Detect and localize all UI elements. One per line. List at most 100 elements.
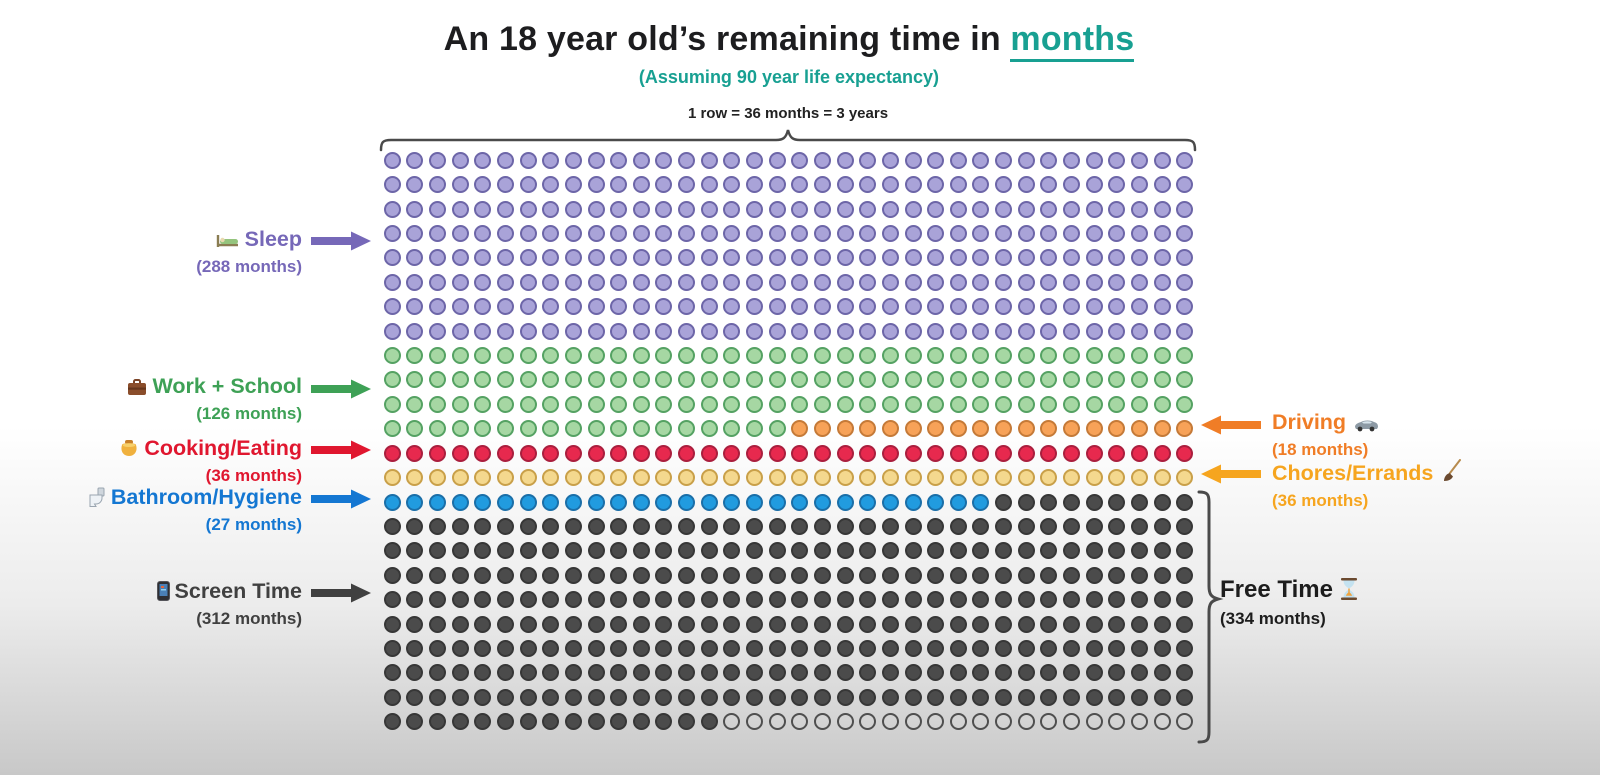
month-dot [678, 664, 696, 682]
month-dot [406, 566, 424, 584]
month-dot [655, 542, 673, 560]
month-dot [1062, 713, 1080, 731]
month-dot [1153, 371, 1171, 389]
month-dot [519, 493, 537, 511]
month-dot [1108, 517, 1126, 535]
month-dot [813, 347, 831, 365]
month-dot [881, 371, 899, 389]
month-dot [1017, 688, 1035, 706]
month-dot [723, 176, 741, 194]
month-dot [859, 395, 877, 413]
month-dot [813, 151, 831, 169]
month-dot [542, 688, 560, 706]
month-dot [1062, 591, 1080, 609]
month-dot [859, 713, 877, 731]
month-dot [1040, 273, 1058, 291]
month-dot [1176, 151, 1194, 169]
month-dot [746, 664, 764, 682]
month-dot [632, 395, 650, 413]
month-dot [723, 151, 741, 169]
month-dot [1085, 249, 1103, 267]
month-dot [542, 176, 560, 194]
hourglass-icon [1340, 578, 1358, 607]
month-dot [995, 713, 1013, 731]
month-dot [406, 469, 424, 487]
month-dot [1040, 224, 1058, 242]
label-free-time-months: (334 months) [1220, 608, 1326, 628]
month-dot [972, 322, 990, 340]
month-dot [1153, 591, 1171, 609]
month-dot [927, 395, 945, 413]
month-dot [927, 664, 945, 682]
month-dot [1085, 444, 1103, 462]
month-dot [995, 517, 1013, 535]
month-dot [1040, 640, 1058, 658]
month-dot [813, 224, 831, 242]
month-dot [610, 566, 628, 584]
month-dot [655, 176, 673, 194]
label-sleep-months: (288 months) [196, 256, 302, 276]
month-dot [519, 640, 537, 658]
month-dot [564, 322, 582, 340]
month-dot [678, 347, 696, 365]
month-dot [429, 151, 447, 169]
month-dot [632, 420, 650, 438]
month-dot [700, 469, 718, 487]
month-dot [451, 371, 469, 389]
month-dot [1062, 493, 1080, 511]
month-dot [406, 176, 424, 194]
month-dot [383, 566, 401, 584]
month-dot [972, 224, 990, 242]
month-dot [904, 224, 922, 242]
month-dot [1062, 322, 1080, 340]
month-dot [1017, 298, 1035, 316]
month-dot [746, 200, 764, 218]
month-dot [474, 347, 492, 365]
month-dot [791, 273, 809, 291]
month-dot [972, 298, 990, 316]
month-dot [678, 615, 696, 633]
month-dot [927, 444, 945, 462]
month-dot [451, 493, 469, 511]
month-dot [859, 224, 877, 242]
month-dot [904, 688, 922, 706]
month-dot [1108, 713, 1126, 731]
month-dot [1040, 395, 1058, 413]
month-dot [700, 542, 718, 560]
month-dot [429, 444, 447, 462]
month-dot [723, 542, 741, 560]
month-dot [1130, 200, 1148, 218]
month-dot [746, 322, 764, 340]
month-dot [429, 469, 447, 487]
month-dot [881, 615, 899, 633]
month-dot [678, 395, 696, 413]
month-dot [1153, 322, 1171, 340]
month-dot [610, 615, 628, 633]
month-dot [1040, 371, 1058, 389]
month-dot [1176, 395, 1194, 413]
month-dot [1017, 640, 1035, 658]
month-dot [813, 713, 831, 731]
month-dot [542, 347, 560, 365]
month-dot [1040, 591, 1058, 609]
label-driving: Driving (18 months) [1272, 410, 1572, 459]
month-dot [723, 444, 741, 462]
month-dot [497, 444, 514, 462]
month-dot [972, 176, 990, 194]
month-dot [1108, 224, 1126, 242]
month-dot [881, 224, 899, 242]
month-dot [610, 371, 628, 389]
month-dot [610, 517, 628, 535]
month-dot [655, 347, 673, 365]
month-dot [1153, 347, 1171, 365]
month-dot [1130, 542, 1148, 560]
month-dot [972, 566, 990, 584]
month-dot [972, 347, 990, 365]
month-dot [746, 151, 764, 169]
month-dot [768, 542, 786, 560]
month-dot [836, 249, 854, 267]
month-dot [1108, 469, 1126, 487]
month-dot [1017, 517, 1035, 535]
month-dot [1040, 688, 1058, 706]
month-dot [995, 591, 1013, 609]
